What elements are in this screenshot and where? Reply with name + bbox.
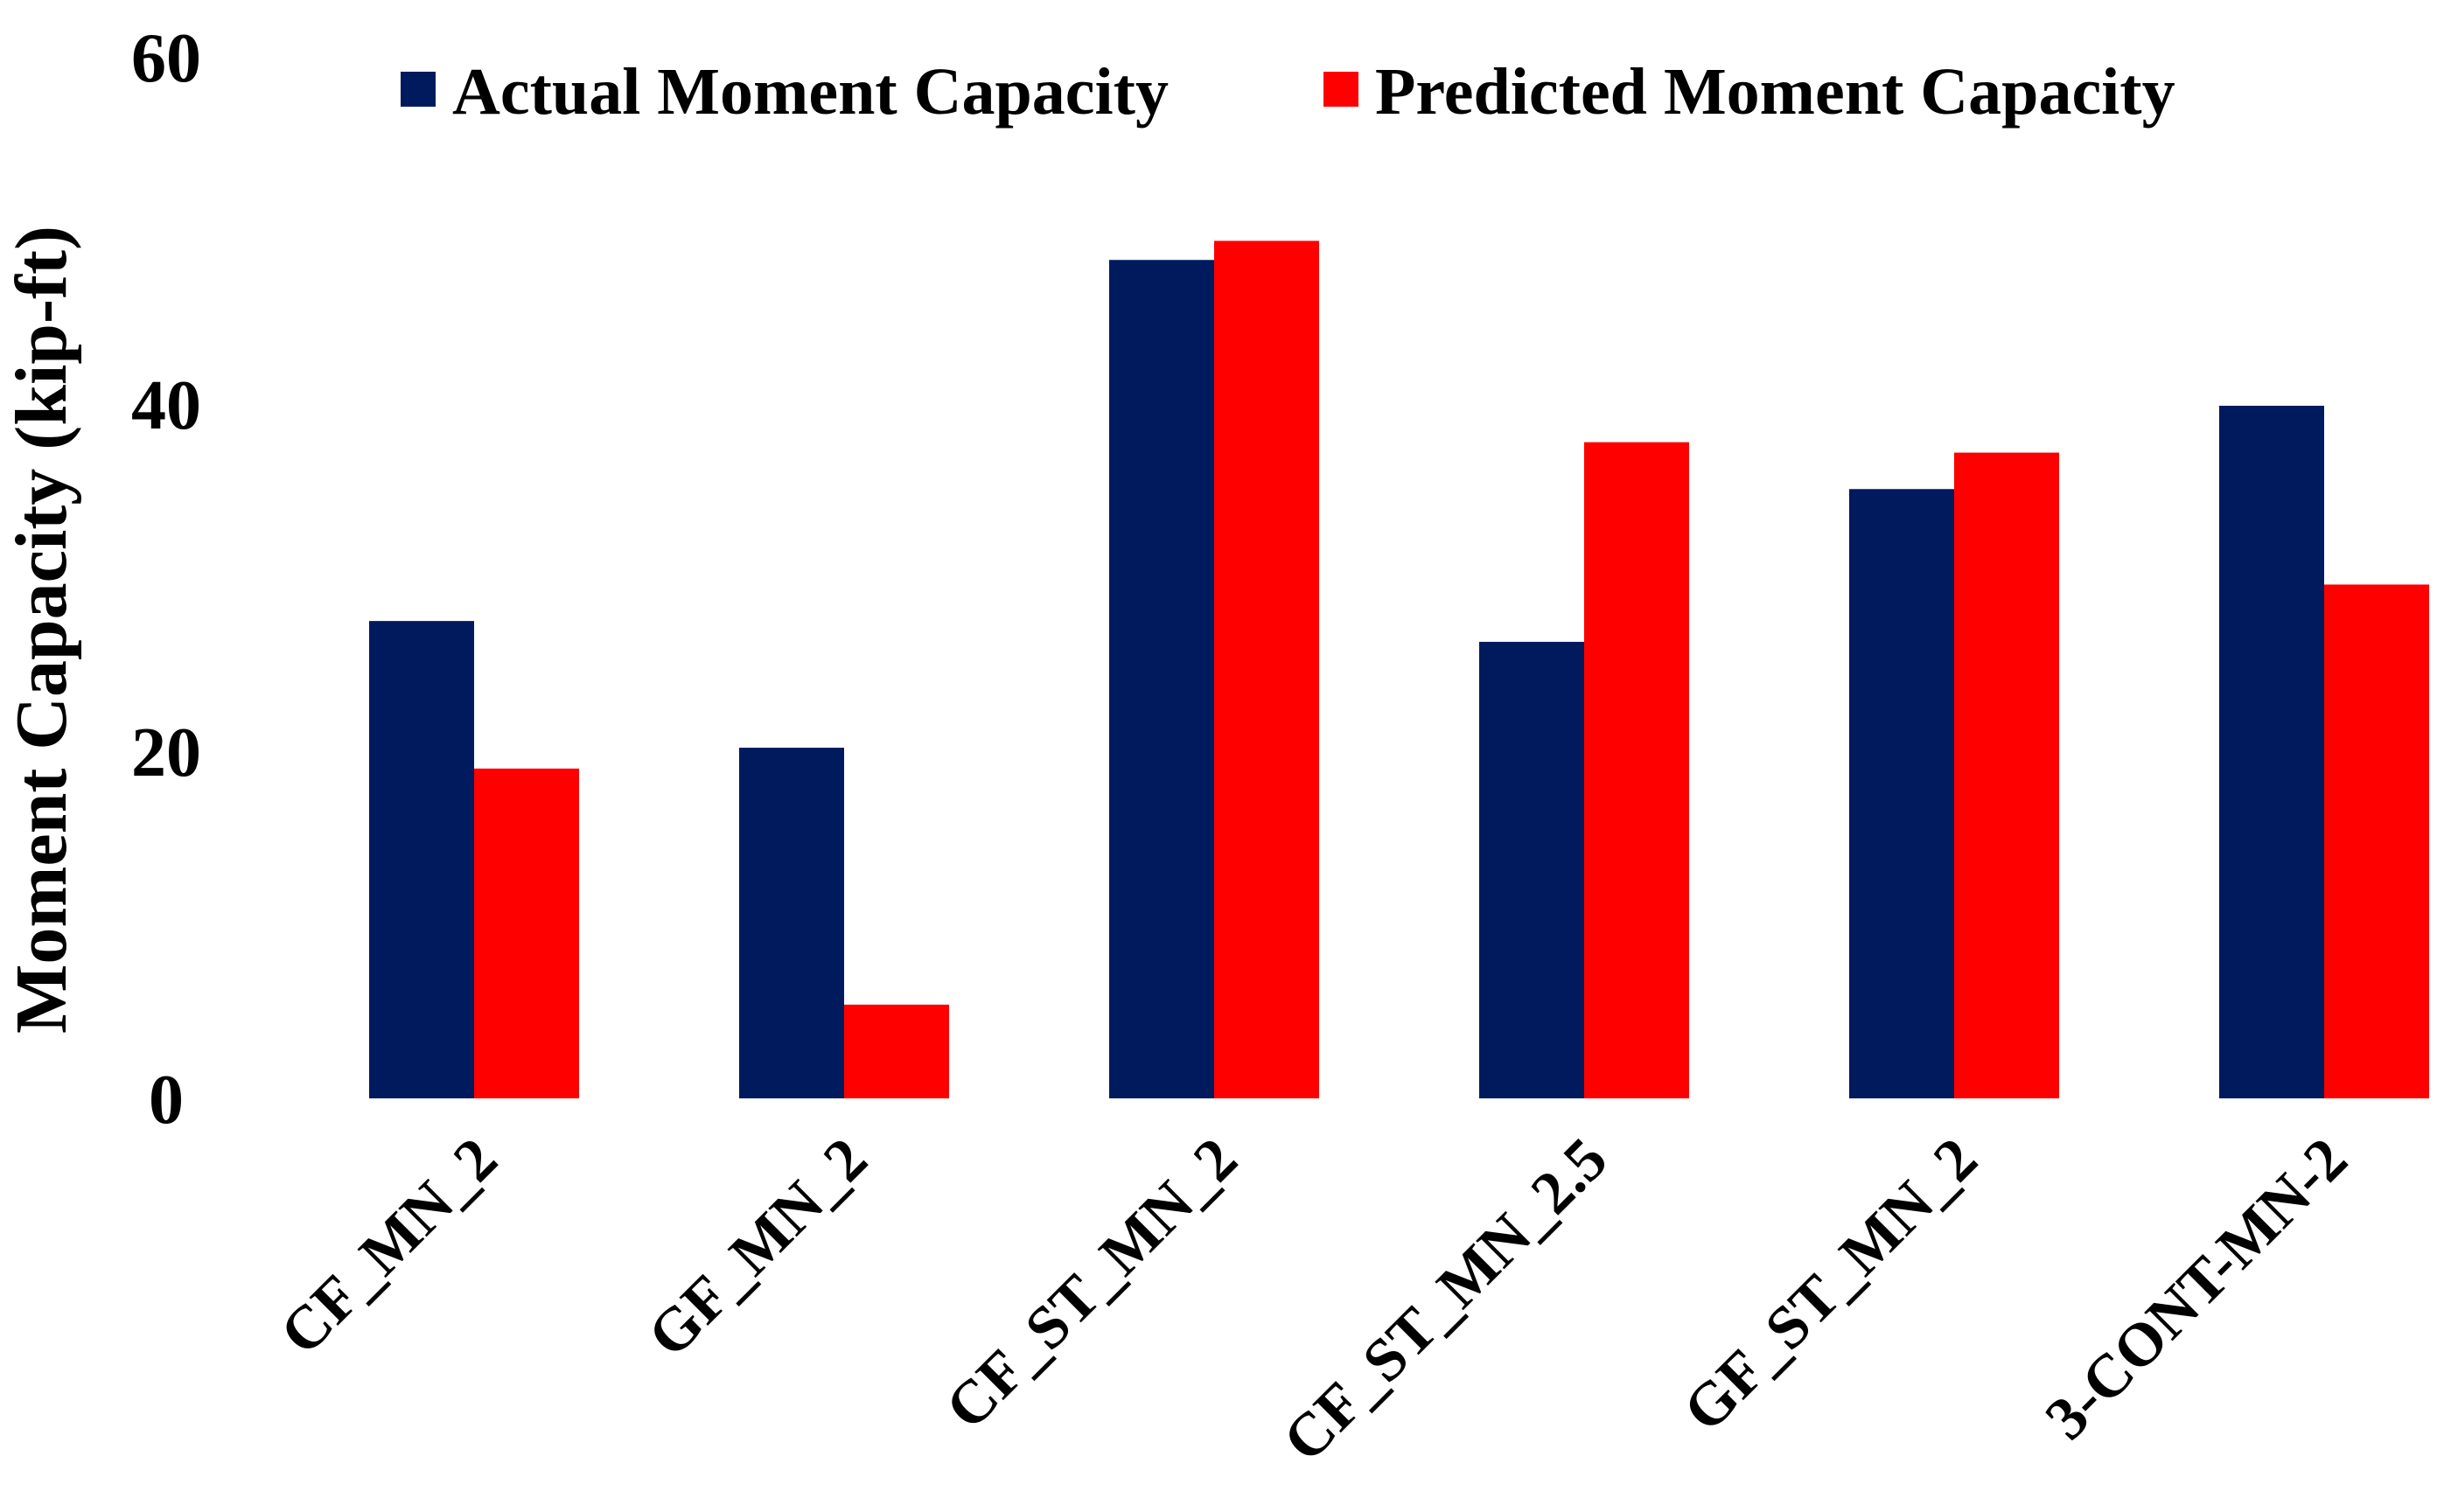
bar-predicted [844,1004,949,1098]
bar-predicted [1214,240,1319,1098]
x-tick-label: CF_ST_MN_2 [933,1125,1250,1442]
legend-swatch-actual [401,72,436,107]
bar-predicted [1954,452,2059,1098]
bar-actual [1479,641,1584,1098]
y-tick-label: 60 [131,20,201,97]
x-tick-label: GF_MN_2 [635,1125,880,1370]
x-tick-label: GF_ST_MN_2 [1671,1125,1990,1445]
bar-actual [369,621,474,1098]
bar-actual [1849,489,1954,1098]
bar-predicted [474,768,579,1098]
bar-actual [1109,260,1214,1098]
bar-predicted [2324,584,2429,1098]
y-tick-labels: 0 20 40 60 [131,20,201,1139]
x-tick-label: CF_ST_MN_2.5 [1271,1125,1621,1475]
bars [369,240,2429,1098]
legend: Actual Moment Capacity Predicted Moment C… [401,55,2175,129]
x-tick-label: 3-CONT-MN-2 [2033,1125,2360,1453]
y-axis-title: Moment Capacity (kip-ft) [1,226,82,1034]
x-tick-labels: CF_MN_2 GF_MN_2 CF_ST_MN_2 CF_ST_MN_2.5 GF_S… [268,1125,2360,1475]
y-tick-label: 40 [131,367,201,444]
legend-label-predicted: Predicted Moment Capacity [1375,55,2175,129]
y-tick-label: 20 [131,714,201,791]
bar-predicted [1584,442,1689,1098]
legend-label-actual: Actual Moment Capacity [452,55,1169,129]
x-tick-label: CF_MN_2 [268,1125,510,1368]
legend-swatch-predicted [1323,72,1358,107]
y-axis-title-group: Moment Capacity (kip-ft) [1,226,82,1034]
y-tick-label: 0 [149,1062,184,1139]
bar-actual [739,748,844,1098]
bar-actual [2219,405,2324,1098]
